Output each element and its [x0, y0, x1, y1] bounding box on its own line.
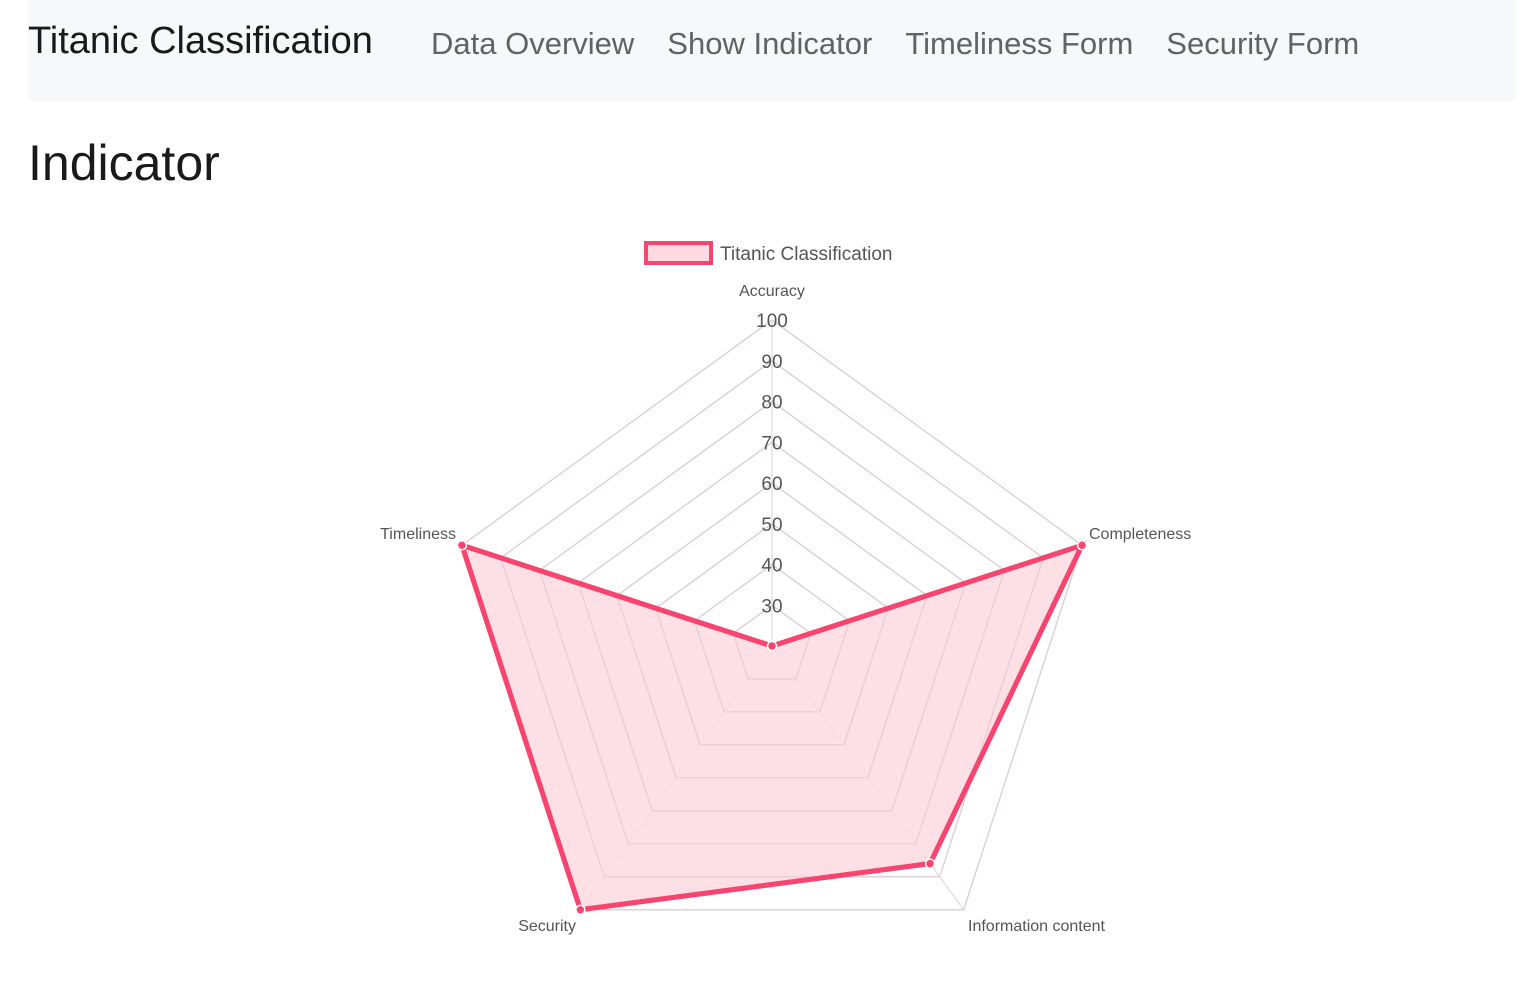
tick-label: 50: [761, 515, 782, 536]
axis-label: Completeness: [1089, 526, 1191, 543]
data-point[interactable]: [766, 640, 778, 652]
nav-link-data-overview[interactable]: Data Overview: [431, 26, 635, 61]
grid-ring-overlay: [500, 360, 1044, 878]
nav-link-timeliness-form[interactable]: Timeliness Form: [905, 26, 1134, 61]
grid-ring-overlay: [655, 523, 889, 746]
grid-ring-overlay: [732, 604, 812, 680]
tick-label: 40: [761, 556, 782, 577]
grid-ring-overlay: [461, 319, 1083, 911]
grid-ring-overlay: [538, 400, 1006, 845]
tick-label: 30: [761, 596, 782, 617]
axis-label: Security: [518, 918, 576, 935]
navbar: Titanic Classification Data Overview Sho…: [28, 0, 1516, 101]
axis-label: Accuracy: [739, 283, 805, 300]
page-title: Indicator: [28, 135, 220, 191]
tick-label: 60: [761, 474, 782, 495]
grid-ring-overlay: [693, 563, 851, 713]
tick-label: 70: [761, 433, 782, 454]
data-point[interactable]: [575, 904, 586, 915]
tick-label: 100: [756, 311, 788, 332]
nav-links: Data Overview Show Indicator Timeliness …: [431, 26, 1359, 62]
axis-label: Timeliness: [380, 526, 456, 543]
axis-label: Information content: [968, 918, 1106, 935]
data-point[interactable]: [924, 858, 936, 869]
nav-link-security-form[interactable]: Security Form: [1166, 26, 1360, 61]
data-point[interactable]: [456, 540, 468, 551]
grid-ring-overlay: [616, 482, 928, 779]
legend-swatch[interactable]: [644, 241, 713, 265]
navbar-brand[interactable]: Titanic Classification: [28, 20, 373, 62]
grid-ring-overlay: [577, 441, 967, 812]
series-line: [458, 541, 1087, 913]
data-point[interactable]: [1076, 540, 1088, 551]
nav-link-show-indicator[interactable]: Show Indicator: [667, 26, 873, 61]
tick-label: 80: [761, 393, 782, 414]
legend-label[interactable]: Titanic Classification: [720, 244, 892, 265]
tick-label: 90: [761, 352, 782, 373]
